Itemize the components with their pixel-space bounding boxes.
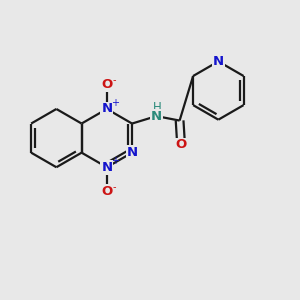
- Text: O: O: [176, 138, 187, 152]
- Text: -: -: [113, 75, 116, 85]
- Text: N: N: [101, 103, 112, 116]
- Text: O: O: [101, 185, 112, 198]
- Text: +: +: [111, 156, 119, 166]
- Text: +: +: [111, 98, 119, 108]
- Text: -: -: [113, 182, 116, 192]
- Text: N: N: [151, 110, 162, 123]
- Text: H: H: [153, 101, 161, 114]
- Text: N: N: [101, 161, 112, 174]
- Text: N: N: [213, 55, 224, 68]
- Text: N: N: [127, 146, 138, 159]
- Text: O: O: [101, 78, 112, 91]
